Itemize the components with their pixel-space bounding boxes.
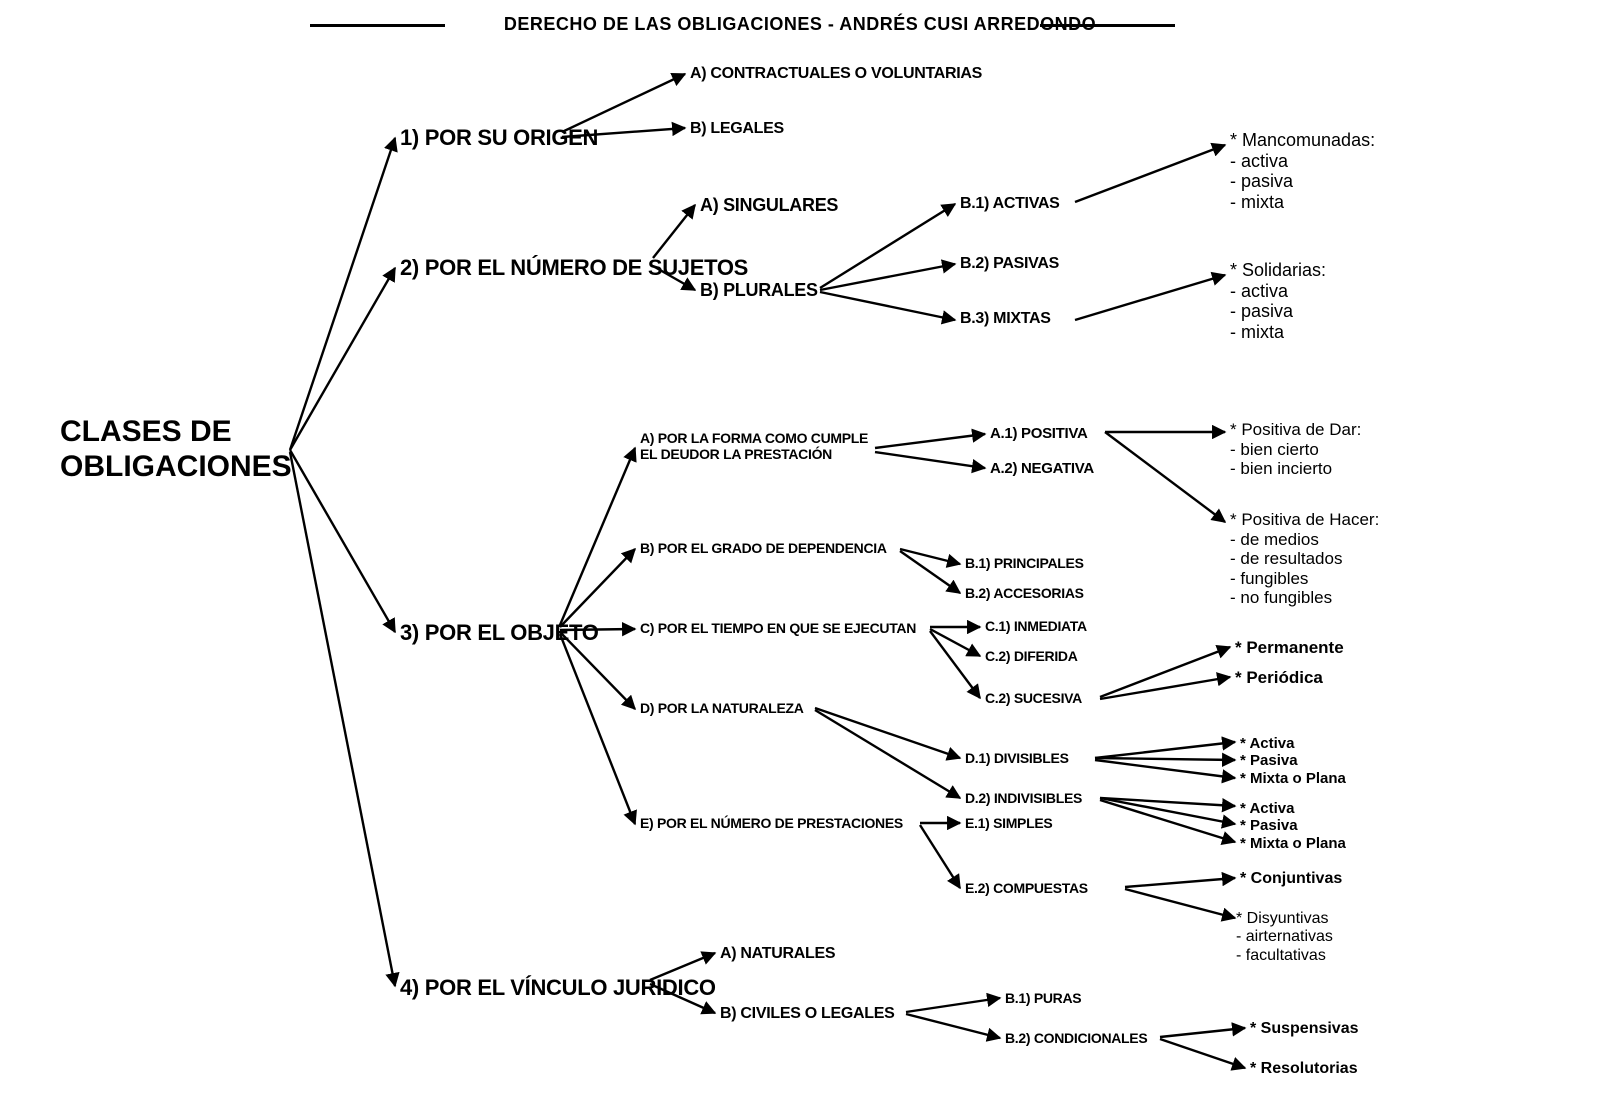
edge-18 [875, 434, 985, 448]
node-n3d_ind: * Activa * Pasiva * Mixta o Plana [1240, 800, 1346, 852]
node-n3b: B) POR EL GRADO DE DEPENDENCIA [640, 540, 887, 556]
node-n3a: A) POR LA FORMA COMO CUMPLE EL DEUDOR LA… [640, 430, 868, 462]
edge-21 [1105, 432, 1225, 522]
node-n3e2: E.2) COMPUESTAS [965, 880, 1088, 896]
edge-31 [1095, 742, 1235, 758]
node-n3e: E) POR EL NÚMERO DE PRESTACIONES [640, 815, 903, 831]
node-n3c_perm: * Permanente [1235, 638, 1344, 658]
edge-43 [906, 998, 1000, 1012]
node-n4b2_r: * Resolutorias [1250, 1060, 1358, 1078]
edge-10 [820, 292, 955, 320]
node-n3e1: E.1) SIMPLES [965, 815, 1052, 831]
node-n3c3: C.2) SUCESIVA [985, 690, 1082, 706]
edge-46 [1160, 1039, 1245, 1068]
node-n2_man: * Mancomunadas: - activa - pasiva - mixt… [1230, 130, 1375, 213]
edge-13 [560, 448, 635, 625]
node-n3e_d: * Disyuntivas - airternativas - facultat… [1236, 910, 1333, 965]
node-root: CLASES DE OBLIGACIONES [60, 415, 292, 484]
diagram-page: DERECHO DE LAS OBLIGACIONES - ANDRÉS CUS… [0, 0, 1600, 1112]
node-n3c1: C.1) INMEDIATA [985, 618, 1087, 634]
edge-38 [920, 825, 960, 888]
node-n2a: A) SINGULARES [700, 195, 838, 216]
node-n3d: D) POR LA NATURALEZA [640, 700, 804, 716]
node-n3d2: D.2) INDIVISIBLES [965, 790, 1082, 806]
edge-9 [820, 264, 955, 290]
node-n2b2: B.2) PASIVAS [960, 255, 1059, 273]
node-n3c: C) POR EL TIEMPO EN QUE SE EJECUTAN [640, 620, 916, 636]
edge-17 [560, 634, 635, 824]
node-n1b: B) LEGALES [690, 120, 784, 138]
edge-2 [290, 450, 395, 632]
node-n2b: B) PLURALES [700, 280, 818, 301]
node-n3a_poshacer: * Positiva de Hacer: - de medios - de re… [1230, 510, 1379, 608]
node-n1: 1) POR SU ORIGEN [400, 125, 598, 150]
node-n3c2: C.2) DIFERIDA [985, 648, 1078, 664]
edge-6 [653, 205, 695, 258]
edge-30 [815, 710, 960, 798]
edge-28 [1100, 677, 1230, 699]
node-n3: 3) POR EL OBJETO [400, 620, 599, 645]
node-n2b3: B.3) MIXTAS [960, 310, 1051, 328]
edge-32 [1095, 758, 1235, 760]
node-n3d1: D.1) DIVISIBLES [965, 750, 1069, 766]
edge-33 [1095, 760, 1235, 778]
node-n4b2: B.2) CONDICIONALES [1005, 1030, 1147, 1046]
node-n2b1: B.1) ACTIVAS [960, 195, 1060, 213]
node-n3c_peri: * Periódica [1235, 668, 1323, 688]
edge-39 [1125, 878, 1235, 887]
edge-44 [906, 1014, 1000, 1038]
node-n3a2: A.2) NEGATIVA [990, 460, 1094, 477]
node-n3e_c: * Conjuntivas [1240, 870, 1342, 888]
edge-26 [930, 631, 980, 698]
edge-12 [1075, 275, 1225, 320]
edge-4 [562, 74, 685, 132]
node-n1a: A) CONTRACTUALES O VOLUNTARIAS [690, 65, 982, 83]
edge-40 [1125, 889, 1235, 918]
node-n2: 2) POR EL NÚMERO DE SUJETOS [400, 255, 748, 280]
edge-8 [820, 204, 955, 288]
edge-14 [560, 549, 635, 627]
edge-27 [1100, 647, 1230, 697]
node-n4b1: B.1) PURAS [1005, 990, 1081, 1006]
node-n3d_div: * Activa * Pasiva * Mixta o Plana [1240, 735, 1346, 787]
node-n3b1: B.1) PRINCIPALES [965, 555, 1084, 571]
edge-45 [1160, 1028, 1245, 1037]
node-n4: 4) POR EL VÍNCULO JURIDICO [400, 975, 716, 1000]
node-n3a_posdar: * Positiva de Dar: - bien cierto - bien … [1230, 420, 1361, 479]
node-n4a: A) NATURALES [720, 945, 835, 963]
node-n2_sol: * Solidarias: - activa - pasiva - mixta [1230, 260, 1326, 343]
node-n3b2: B.2) ACCESORIAS [965, 585, 1084, 601]
node-n4b: B) CIVILES O LEGALES [720, 1005, 894, 1023]
edge-29 [815, 708, 960, 758]
edge-3 [290, 452, 395, 986]
node-n3a1: A.1) POSITIVA [990, 425, 1088, 442]
edge-19 [875, 452, 985, 468]
edge-11 [1075, 145, 1225, 202]
node-n4b2_s: * Suspensivas [1250, 1020, 1359, 1038]
